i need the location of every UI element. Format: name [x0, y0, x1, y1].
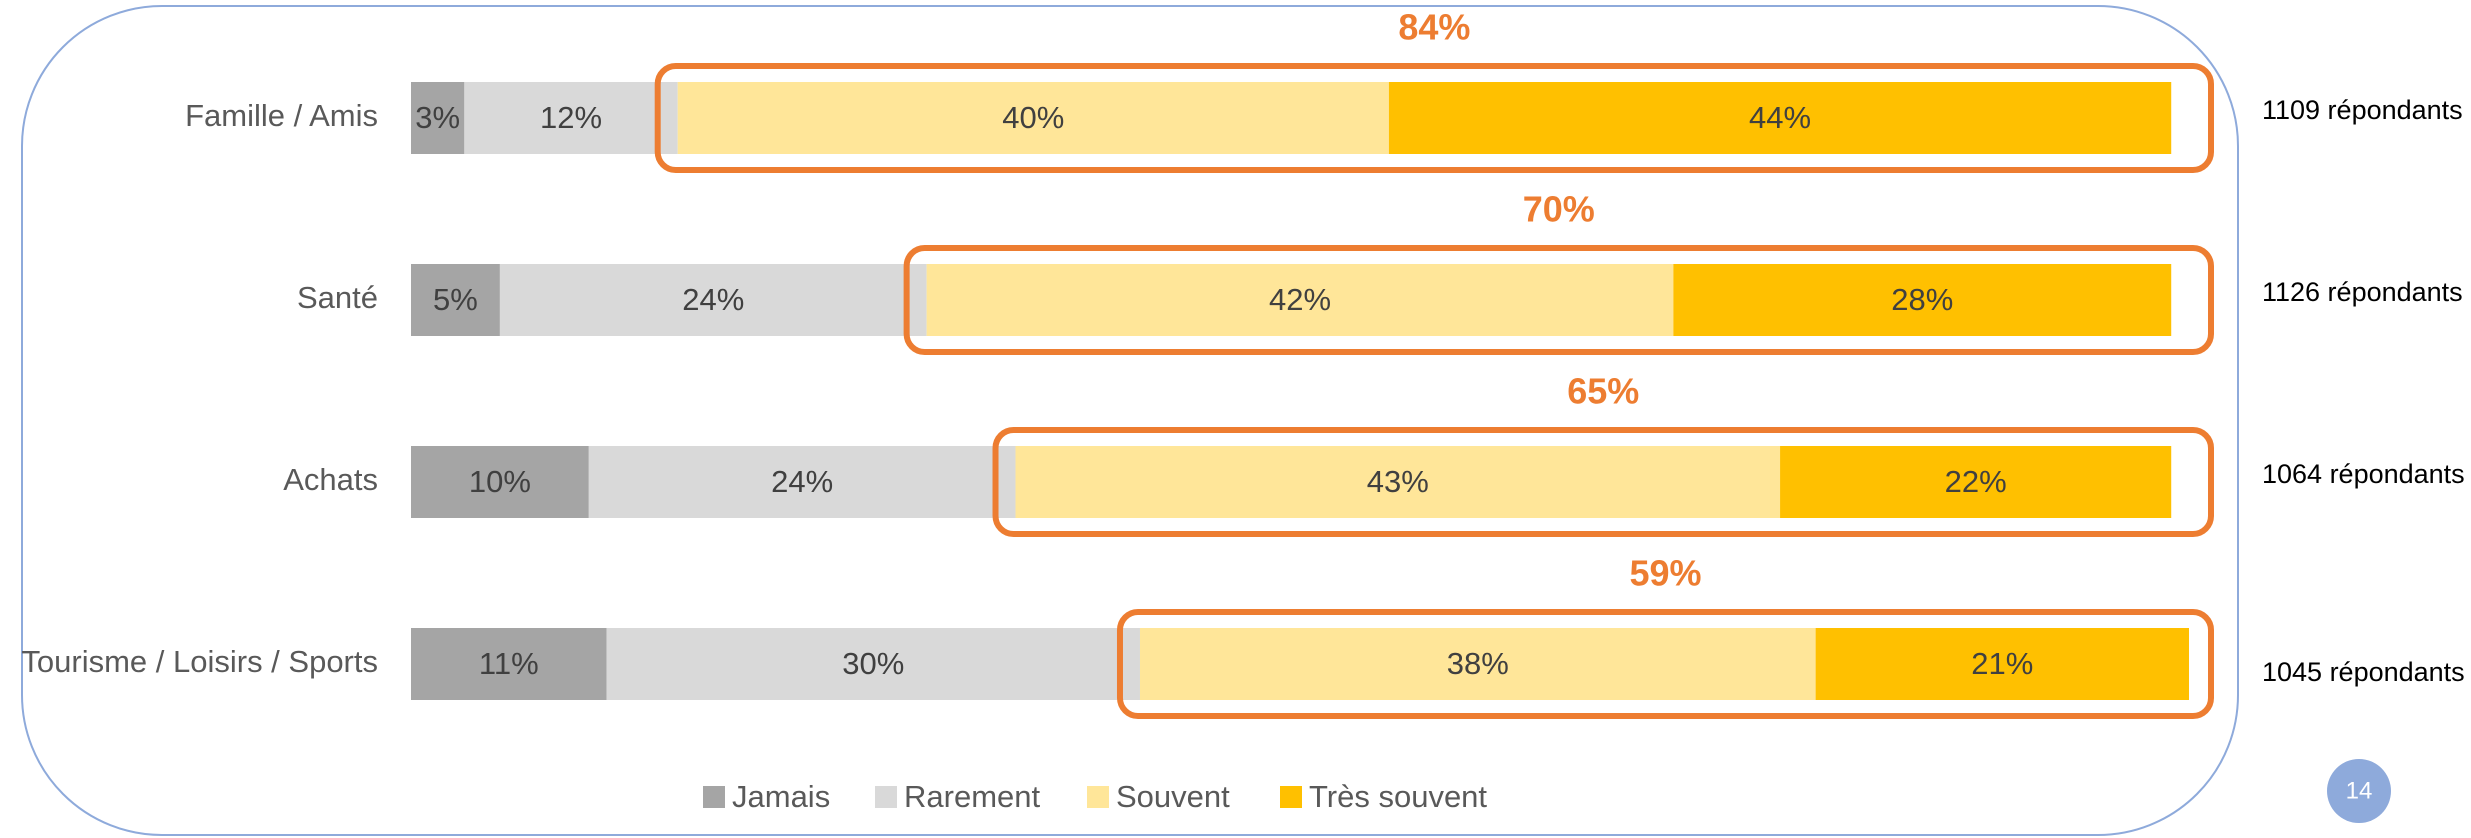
value-label: 42%: [1269, 282, 1331, 317]
highlight-box: [903, 245, 2214, 355]
value-label: 12%: [540, 100, 602, 135]
bar-segment: [1388, 82, 2172, 154]
bar-segment: [464, 82, 678, 154]
bar-segment: [926, 264, 1674, 336]
legend-swatch: [875, 786, 897, 808]
value-label: 44%: [1749, 100, 1811, 135]
highlight-label: 84%: [1398, 7, 1470, 48]
bar-segment: [411, 264, 500, 336]
bar-segment: [588, 446, 1016, 518]
legend-label: Souvent: [1116, 779, 1230, 814]
value-label: 40%: [1002, 100, 1064, 135]
value-label: 24%: [682, 282, 744, 317]
legend-label: Rarement: [904, 779, 1040, 814]
category-label: Santé: [297, 280, 378, 315]
highlight-box: [992, 427, 2214, 537]
bar-segment: [1815, 628, 2189, 700]
highlight-box: [1116, 609, 2214, 719]
category-label: Achats: [283, 462, 378, 497]
legend-swatch: [1280, 786, 1302, 808]
respondents: 1064 répondants: [2262, 459, 2465, 489]
legend-label: Très souvent: [1309, 779, 1487, 814]
value-label: 24%: [771, 464, 833, 499]
bar-segment: [1139, 628, 1816, 700]
legend-swatch: [703, 786, 725, 808]
value-label: 5%: [433, 282, 478, 317]
bar-segment: [677, 82, 1389, 154]
respondents: 1109 répondants: [2262, 95, 2463, 125]
respondents: 1045 répondants: [2262, 657, 2465, 687]
highlight-box: [654, 63, 2215, 173]
value-label: 30%: [842, 646, 904, 681]
legend-label: Jamais: [732, 779, 830, 814]
value-label: 28%: [1891, 282, 1953, 317]
value-label: 22%: [1945, 464, 2007, 499]
page-badge: [2327, 759, 2391, 823]
frame: [21, 5, 2239, 836]
highlight-label: 59%: [1629, 553, 1701, 594]
bar-segment: [1780, 446, 2172, 518]
value-label: 38%: [1447, 646, 1509, 681]
bar-segment: [606, 628, 1140, 700]
bar-segment: [1015, 446, 1781, 518]
respondents: 1126 répondants: [2262, 277, 2463, 307]
value-label: 3%: [415, 100, 460, 135]
highlight-label: 70%: [1523, 189, 1595, 230]
bar-segment: [411, 446, 589, 518]
value-label: 43%: [1367, 464, 1429, 499]
legend-swatch: [1087, 786, 1109, 808]
page-number: 14: [2346, 777, 2373, 804]
bar-segment: [499, 264, 927, 336]
category-label: Famille / Amis: [185, 98, 378, 133]
value-label: 11%: [479, 646, 539, 681]
value-label: 10%: [469, 464, 531, 499]
bar-segment: [411, 82, 465, 154]
highlight-label: 65%: [1567, 371, 1639, 412]
bar-segment: [411, 628, 607, 700]
value-label: 21%: [1971, 646, 2033, 681]
bar-segment: [1673, 264, 2172, 336]
category-label: Tourisme / Loisirs / Sports: [21, 644, 378, 679]
